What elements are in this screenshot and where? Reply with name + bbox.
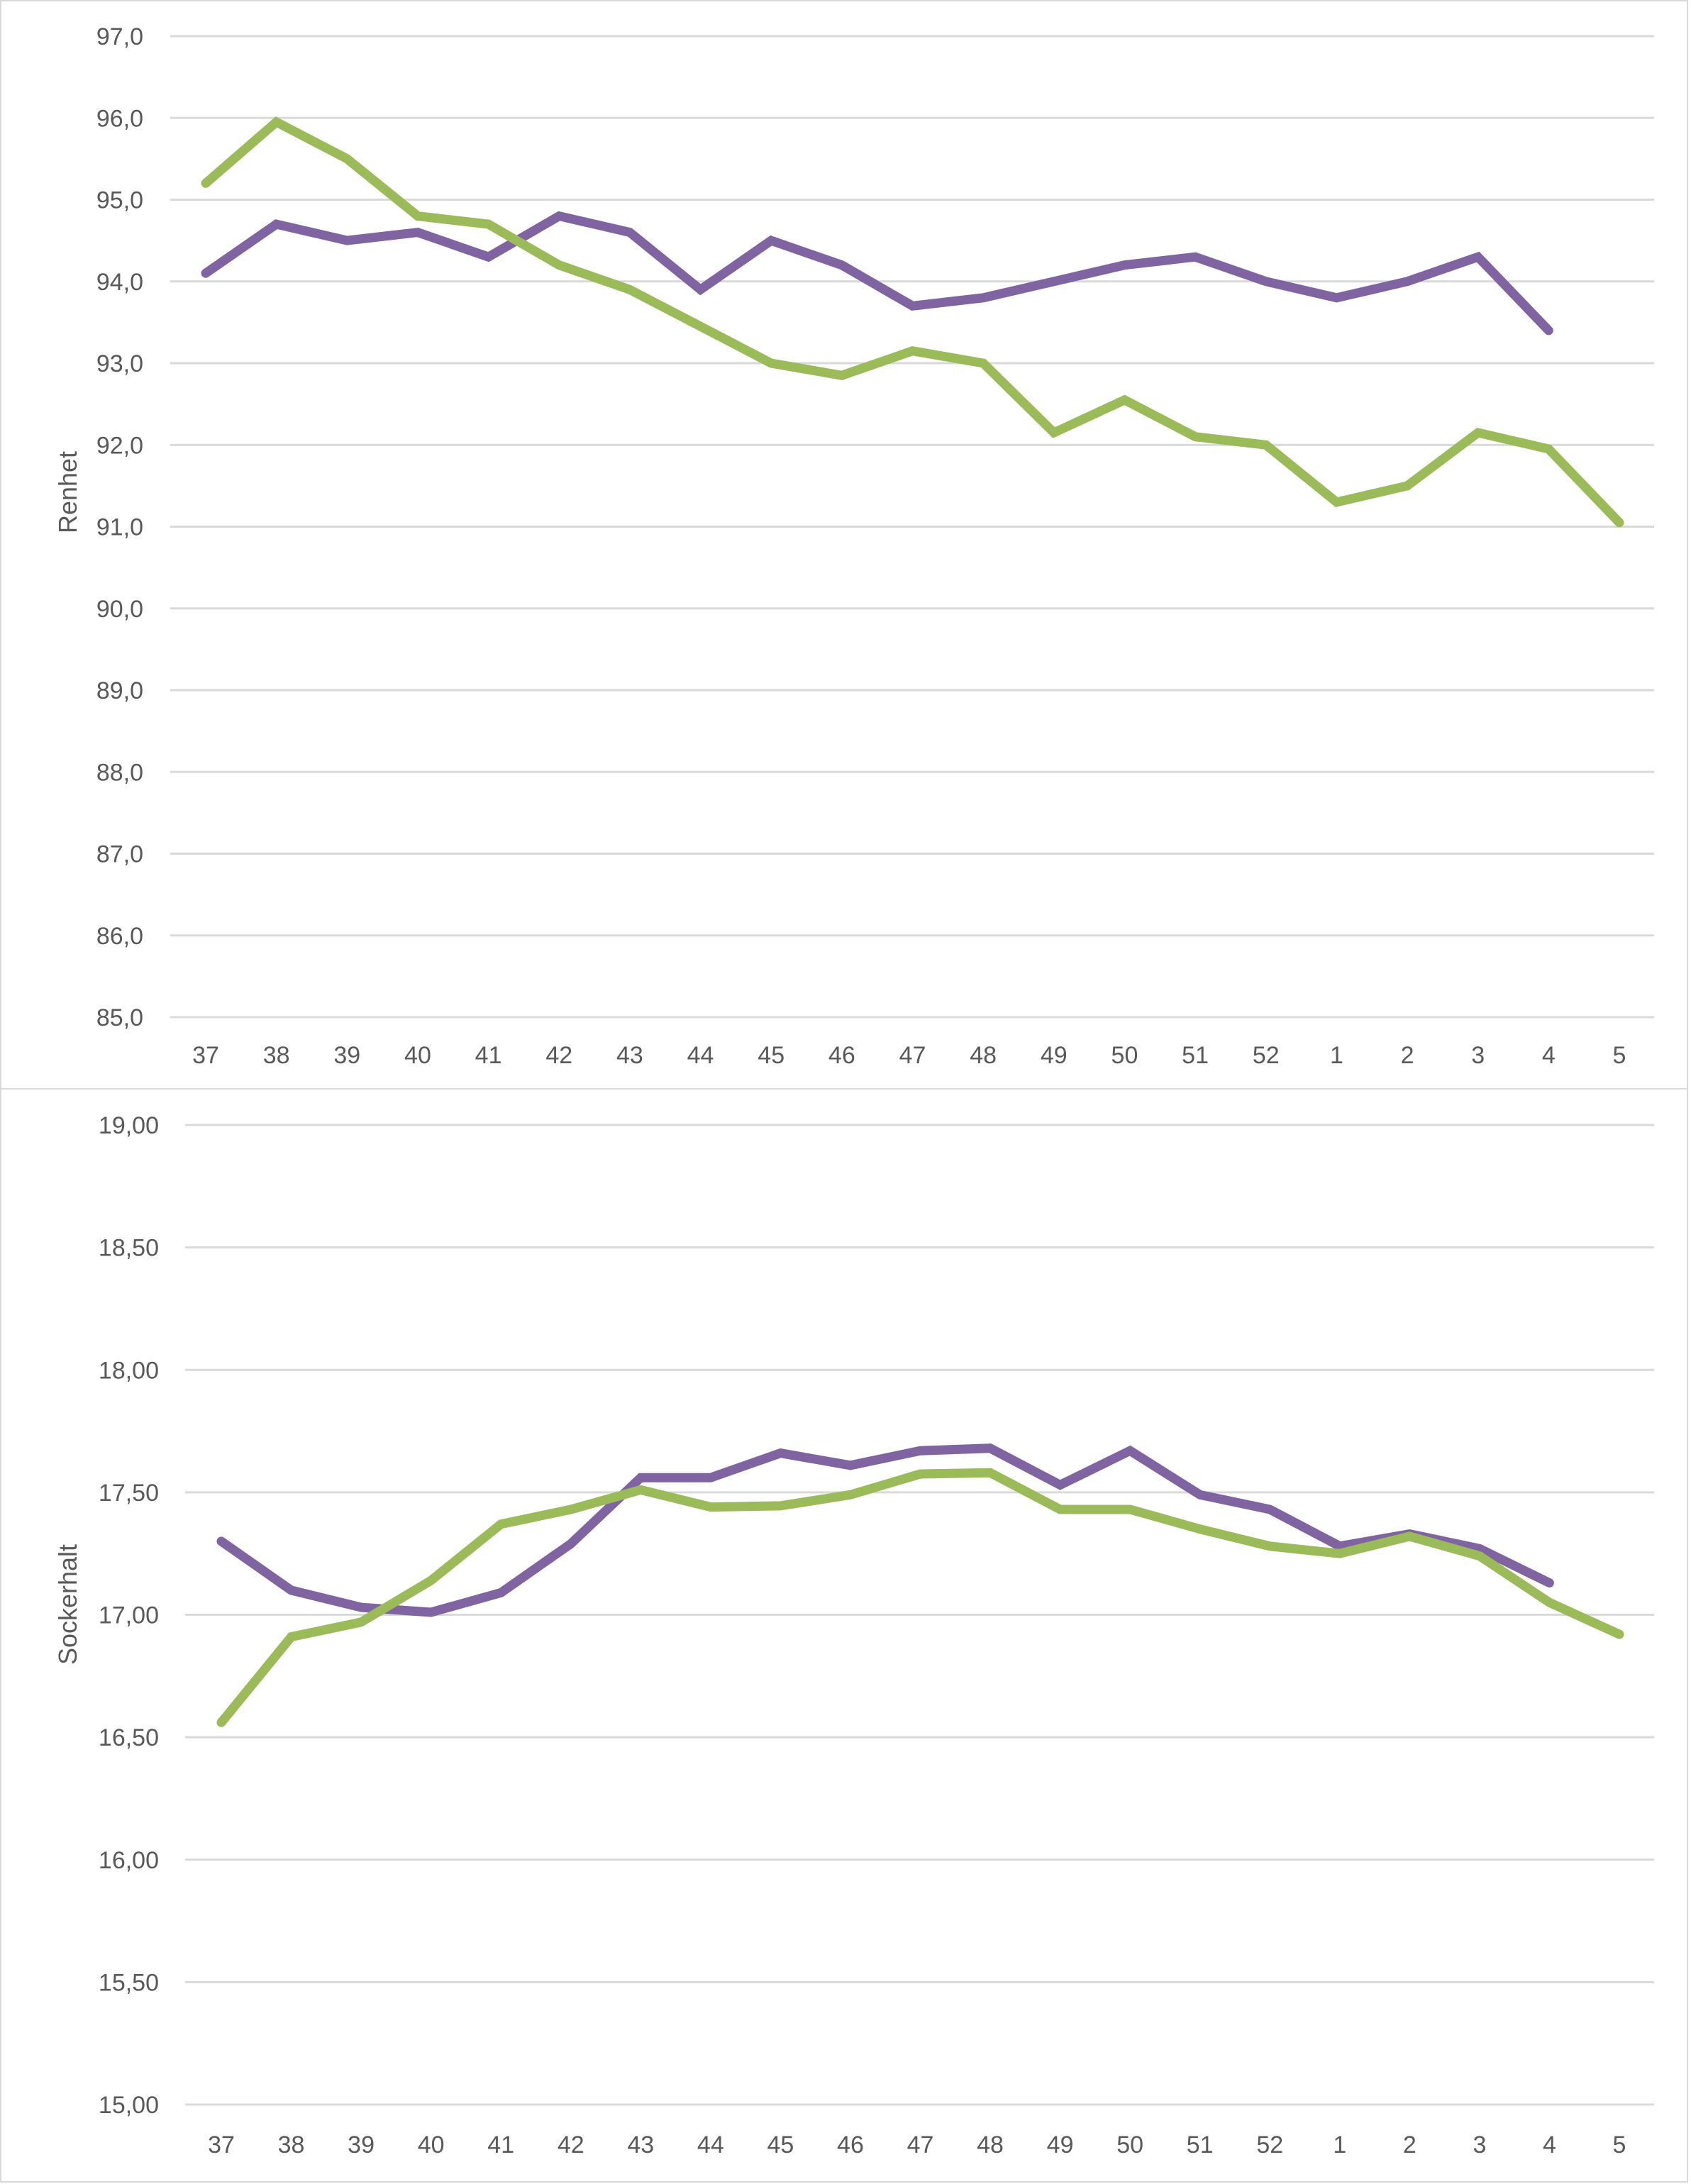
x-tick-label: 48: [977, 2132, 1004, 2158]
x-tick-label: 3: [1473, 2132, 1486, 2158]
x-tick-label: 2: [1401, 1042, 1414, 1069]
purple-series-line: [201, 211, 1553, 336]
x-tick-label: 48: [970, 1042, 997, 1069]
green-series-line: [201, 116, 1624, 528]
renhet-chart: Renhet 85,0 86,0 87,0 88,0 89,0 90,0 91,0 92,0 9…: [0, 0, 1688, 1091]
y-tick-label: 17,50: [99, 1480, 159, 1507]
y-axis-title: Renhet: [53, 451, 82, 533]
x-tick-label: 4: [1542, 1042, 1556, 1069]
x-tick-label: 41: [487, 2132, 514, 2158]
x-tick-label: 4: [1543, 2132, 1556, 2158]
x-tick-label: 43: [627, 2132, 654, 2158]
x-tick-label: 42: [545, 1042, 572, 1069]
purple-series-line: [216, 1443, 1554, 1617]
x-tick-label: 42: [558, 2132, 584, 2158]
x-tick-label: 52: [1253, 1042, 1280, 1069]
y-tick-label: 87,0: [96, 841, 143, 868]
y-tick-label: 19,00: [99, 1112, 159, 1139]
x-tick-label: 2: [1403, 2132, 1416, 2158]
y-tick-label: 91,0: [96, 514, 143, 541]
x-tick-label: 40: [418, 2132, 445, 2158]
x-tick-label: 38: [278, 2132, 305, 2158]
x-tick-label: 51: [1182, 1042, 1209, 1069]
y-tick-label: 95,0: [96, 187, 143, 214]
sockerhalt-chart-svg: Sockerhalt 15,00 15,50 16,00 16,50 17,00 17,5…: [53, 1112, 1654, 2158]
x-tick-label: 49: [1041, 1042, 1068, 1069]
x-tick-label: 44: [687, 1042, 714, 1069]
x-tick-label: 43: [616, 1042, 643, 1069]
y-tick-label: 15,00: [99, 2092, 159, 2119]
x-tick-label: 47: [899, 1042, 926, 1069]
x-tick-label: 40: [404, 1042, 431, 1069]
y-tick-label: 85,0: [96, 1004, 143, 1031]
x-tick-label: 1: [1333, 2132, 1346, 2158]
x-tick-label: 38: [263, 1042, 290, 1069]
y-tick-label: 17,00: [99, 1602, 159, 1629]
y-axis-title: Sockerhalt: [53, 1544, 82, 1665]
x-tick-label: 5: [1613, 2132, 1626, 2158]
x-tick-label: 1: [1330, 1042, 1343, 1069]
green-series-line: [216, 1468, 1624, 1727]
x-tick-label: 51: [1187, 2132, 1214, 2158]
sockerhalt-chart: Sockerhalt 15,00 15,50 16,00 16,50 17,00 17,5…: [0, 1088, 1688, 2183]
y-tick-label: 16,00: [99, 1847, 159, 1874]
y-tick-label: 88,0: [96, 759, 143, 786]
x-tick-label: 50: [1111, 1042, 1138, 1069]
y-tick-label: 86,0: [96, 923, 143, 950]
x-tick-label: 39: [348, 2132, 375, 2158]
x-tick-label: 46: [828, 1042, 855, 1069]
x-tick-label: 49: [1047, 2132, 1074, 2158]
y-tick-label: 97,0: [96, 23, 143, 50]
x-tick-label: 50: [1116, 2132, 1143, 2158]
y-tick-label: 15,50: [99, 1969, 159, 1996]
x-tick-label: 46: [837, 2132, 864, 2158]
x-tick-label: 39: [333, 1042, 360, 1069]
x-tick-label: 45: [767, 2132, 794, 2158]
y-tick-label: 16,50: [99, 1724, 159, 1751]
x-tick-label: 47: [907, 2132, 934, 2158]
x-tick-label: 3: [1471, 1042, 1485, 1069]
y-tick-label: 90,0: [96, 596, 143, 623]
x-tick-label: 37: [192, 1042, 219, 1069]
x-tick-label: 37: [208, 2132, 235, 2158]
y-tick-label: 89,0: [96, 677, 143, 704]
renhet-chart-svg: Renhet 85,0 86,0 87,0 88,0 89,0 90,0 91,0 92,0 9…: [53, 23, 1654, 1069]
y-tick-label: 96,0: [96, 105, 143, 132]
x-tick-label: 44: [697, 2132, 724, 2158]
y-tick-label: 18,00: [99, 1357, 159, 1384]
y-tick-label: 93,0: [96, 350, 143, 377]
y-tick-label: 94,0: [96, 269, 143, 296]
y-tick-label: 18,50: [99, 1235, 159, 1262]
x-tick-label: 5: [1613, 1042, 1626, 1069]
x-tick-label: 41: [475, 1042, 502, 1069]
y-tick-label: 92,0: [96, 432, 143, 459]
x-tick-label: 52: [1256, 2132, 1283, 2158]
x-tick-label: 45: [758, 1042, 784, 1069]
